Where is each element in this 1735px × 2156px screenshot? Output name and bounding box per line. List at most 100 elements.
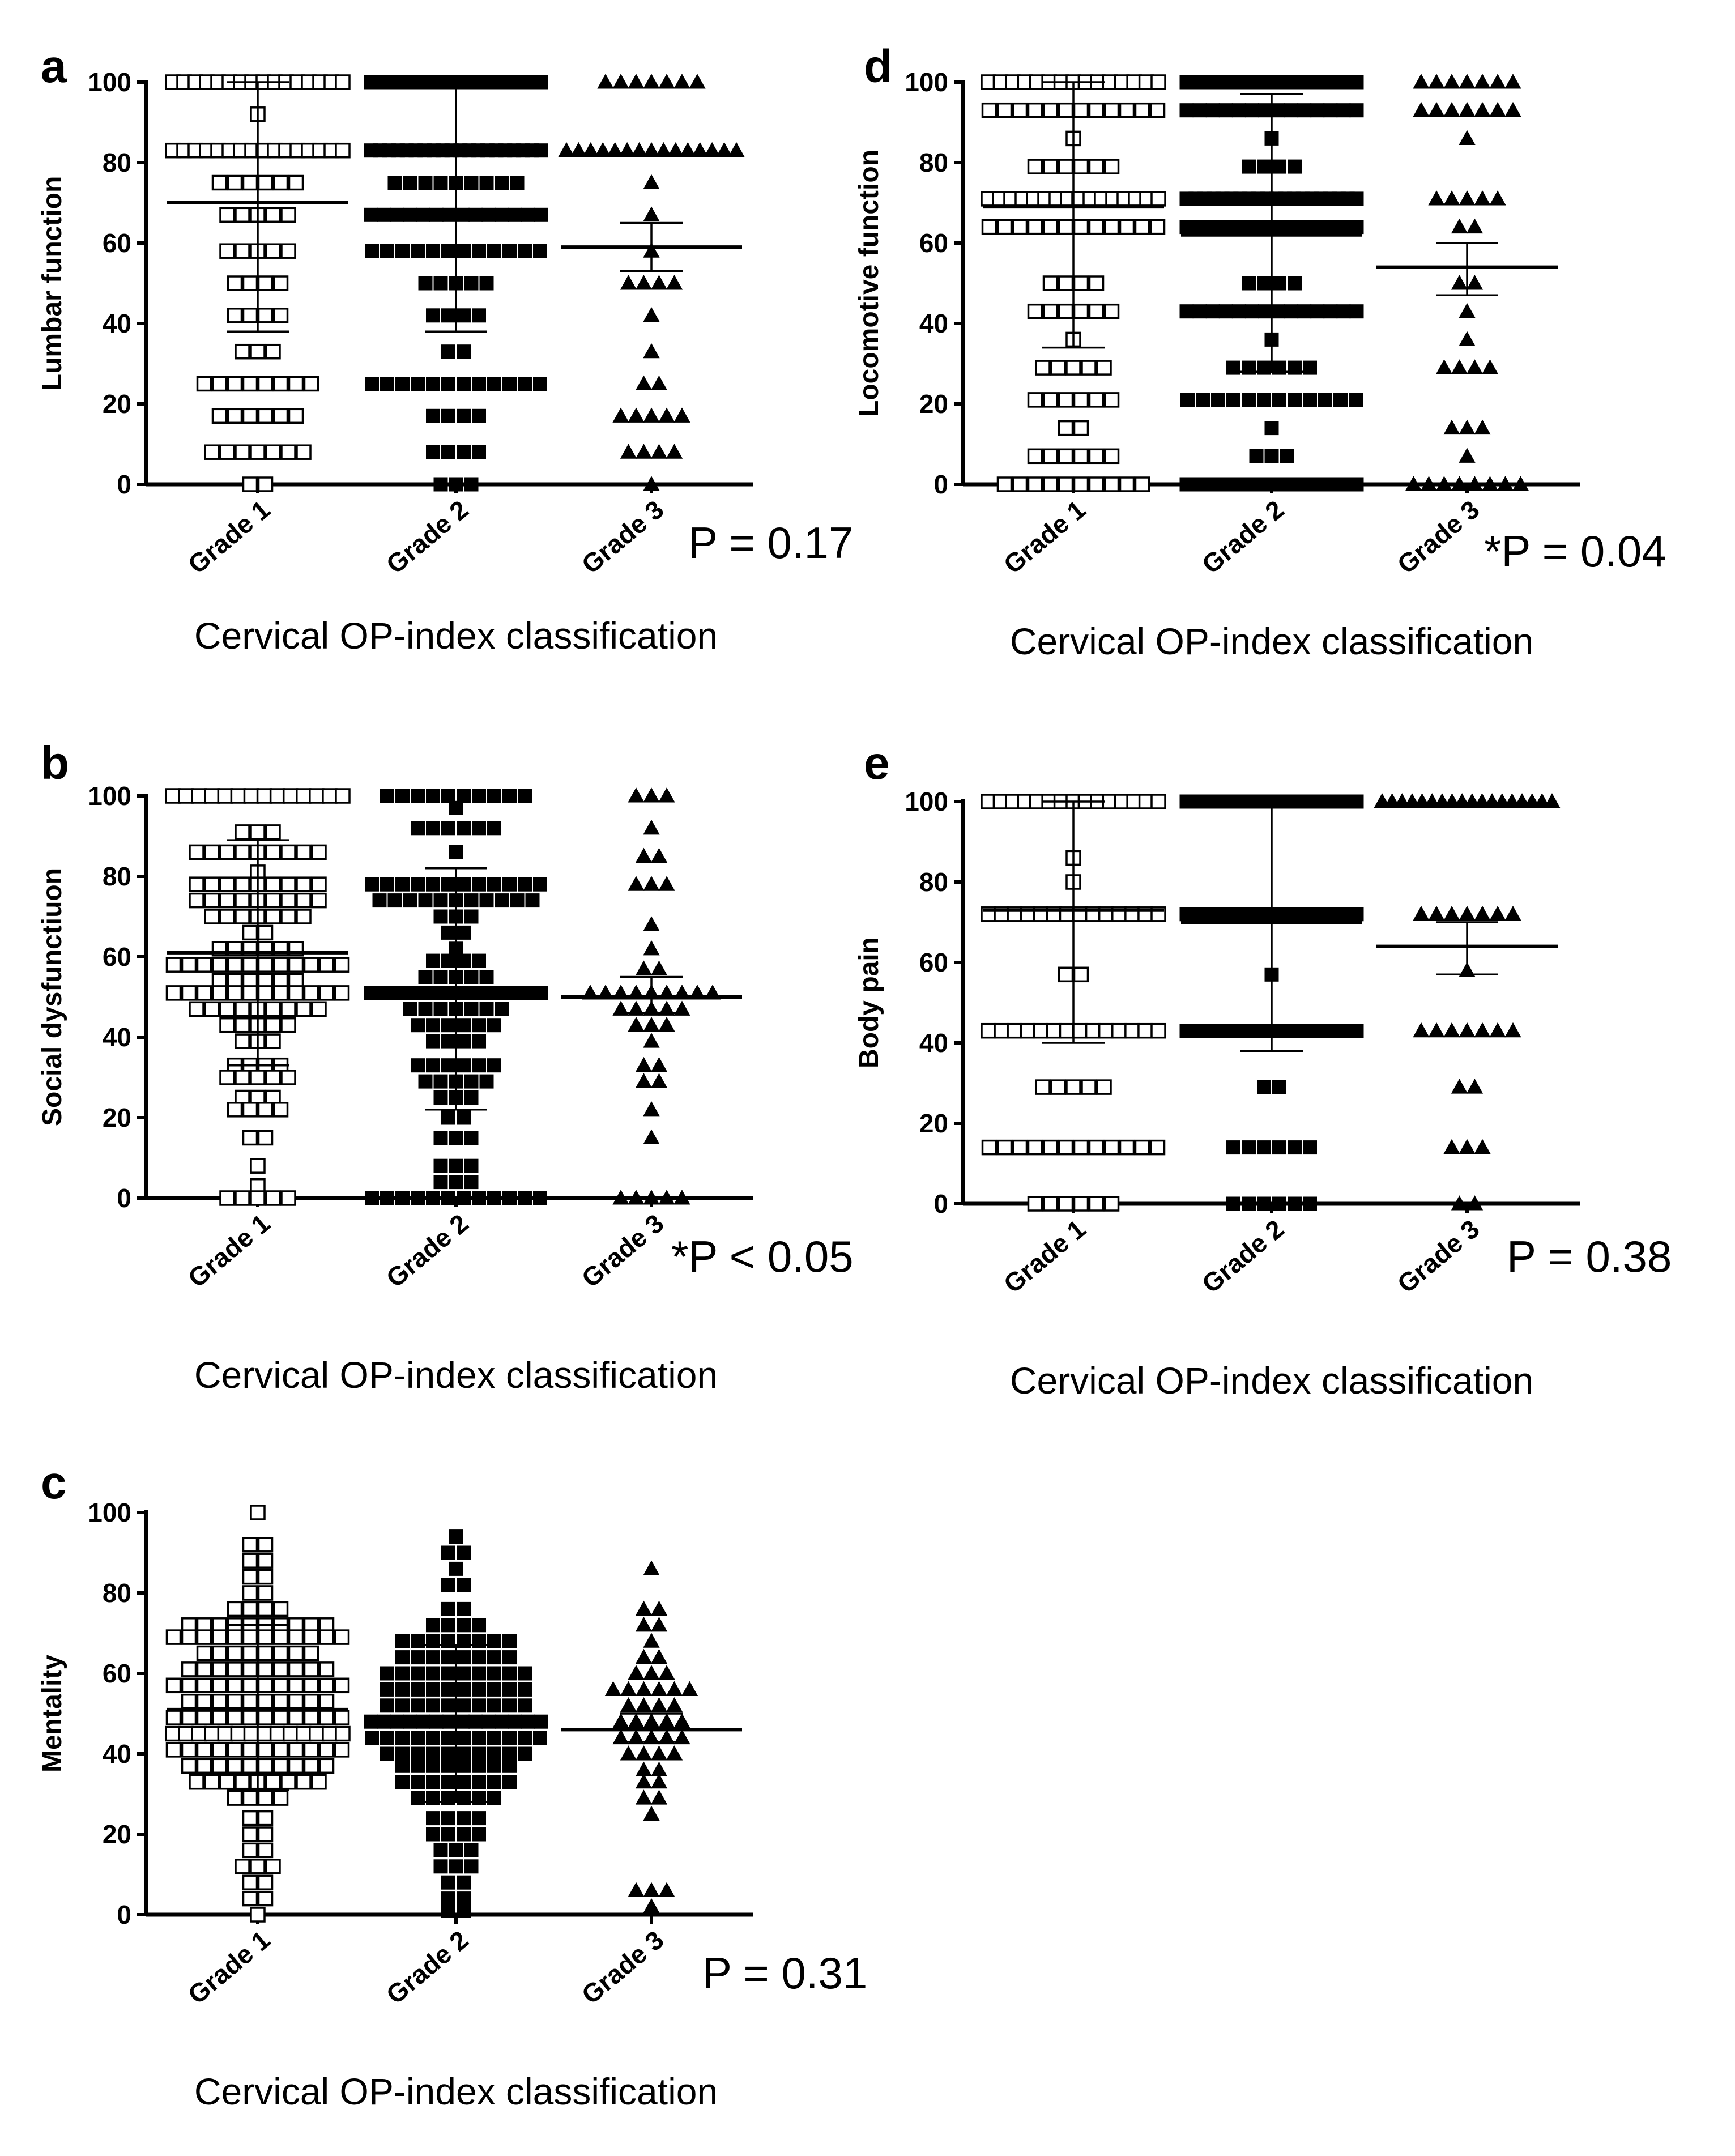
series-1 bbox=[981, 794, 1166, 1212]
data-point bbox=[411, 877, 425, 892]
data-point bbox=[426, 1682, 440, 1697]
data-point bbox=[650, 1697, 668, 1712]
data-point bbox=[1459, 302, 1476, 318]
data-point bbox=[1242, 1196, 1256, 1211]
data-point bbox=[1451, 476, 1468, 491]
data-point bbox=[1242, 276, 1256, 291]
data-point bbox=[387, 893, 402, 908]
data-point bbox=[620, 1697, 637, 1712]
data-point bbox=[296, 1725, 312, 1742]
data-point bbox=[1272, 276, 1286, 291]
data-point bbox=[303, 1629, 319, 1645]
data-point bbox=[1058, 966, 1074, 983]
data-point bbox=[464, 893, 479, 908]
data-point bbox=[1474, 190, 1491, 206]
data-point bbox=[457, 1746, 471, 1761]
data-point bbox=[235, 1774, 250, 1790]
data-point bbox=[196, 1742, 212, 1758]
data-point bbox=[643, 1016, 660, 1032]
data-point bbox=[1413, 74, 1430, 89]
data-point bbox=[257, 1790, 274, 1806]
data-point bbox=[318, 1758, 335, 1774]
data-point bbox=[1042, 275, 1059, 291]
data-point bbox=[1103, 448, 1120, 465]
p-value: P = 0.17 bbox=[688, 518, 853, 568]
data-point bbox=[380, 877, 394, 892]
data-point bbox=[1096, 1079, 1112, 1095]
y-tick-label: 100 bbox=[88, 781, 131, 811]
data-point bbox=[1489, 190, 1506, 206]
data-point bbox=[1474, 1022, 1491, 1038]
data-point bbox=[426, 244, 440, 258]
data-point bbox=[311, 876, 327, 892]
data-point bbox=[1297, 103, 1312, 118]
data-point bbox=[534, 143, 548, 158]
data-point bbox=[204, 1001, 220, 1017]
data-point bbox=[365, 1731, 379, 1745]
data-point bbox=[191, 1725, 207, 1742]
data-point bbox=[242, 1601, 258, 1617]
data-point bbox=[582, 142, 599, 157]
data-point bbox=[1349, 393, 1363, 407]
data-point bbox=[235, 1033, 250, 1049]
data-point bbox=[235, 909, 250, 924]
data-point bbox=[449, 1131, 463, 1145]
y-tick-label: 40 bbox=[103, 309, 131, 338]
data-point bbox=[650, 847, 668, 863]
data-point bbox=[272, 1693, 289, 1710]
y-axis-label: Mentality bbox=[37, 1655, 67, 1772]
data-point bbox=[204, 892, 220, 909]
data-point bbox=[235, 876, 250, 892]
data-point bbox=[219, 1001, 235, 1017]
data-point bbox=[1257, 276, 1271, 291]
data-point bbox=[235, 243, 250, 259]
data-point bbox=[165, 788, 181, 804]
data-point bbox=[673, 1000, 690, 1016]
data-point bbox=[426, 877, 440, 892]
data-point bbox=[666, 444, 683, 459]
data-point bbox=[211, 1758, 228, 1774]
data-point bbox=[418, 970, 433, 984]
data-point bbox=[1226, 1140, 1240, 1155]
data-point bbox=[365, 377, 379, 391]
data-point bbox=[464, 1090, 479, 1105]
y-tick-label: 100 bbox=[905, 67, 948, 97]
data-point bbox=[1459, 130, 1476, 145]
data-point bbox=[441, 308, 455, 323]
y-axis-label: Lumbar function bbox=[37, 176, 67, 391]
data-point bbox=[1058, 275, 1074, 291]
data-point bbox=[1443, 1022, 1460, 1038]
data-point bbox=[457, 1811, 471, 1826]
data-point bbox=[433, 1843, 448, 1857]
data-point bbox=[1205, 103, 1220, 118]
data-point bbox=[650, 960, 668, 975]
data-point bbox=[487, 1650, 501, 1665]
data-point bbox=[235, 1001, 250, 1017]
data-point bbox=[334, 985, 350, 1001]
data-point bbox=[643, 74, 660, 89]
data-point bbox=[1349, 1024, 1364, 1038]
data-point bbox=[242, 1585, 258, 1601]
series-2 bbox=[1179, 794, 1364, 1211]
data-point bbox=[1088, 476, 1105, 492]
data-point bbox=[1257, 1080, 1271, 1094]
data-point bbox=[411, 1731, 425, 1745]
category-label: Grade 1 bbox=[182, 1925, 276, 2010]
data-point bbox=[1349, 794, 1364, 809]
data-point bbox=[1012, 476, 1028, 492]
data-point bbox=[196, 985, 212, 1001]
data-point bbox=[658, 1713, 675, 1728]
data-point bbox=[472, 789, 486, 803]
data-point bbox=[1244, 103, 1259, 118]
data-point bbox=[650, 1616, 668, 1632]
data-point bbox=[219, 1190, 235, 1206]
data-point bbox=[403, 1002, 417, 1016]
data-point bbox=[441, 1682, 455, 1697]
data-point bbox=[1349, 191, 1364, 206]
data-point bbox=[196, 1645, 212, 1661]
data-point bbox=[457, 789, 471, 803]
data-point bbox=[1474, 74, 1491, 89]
data-point bbox=[635, 1648, 653, 1664]
data-point bbox=[495, 893, 509, 908]
data-point bbox=[242, 924, 258, 941]
